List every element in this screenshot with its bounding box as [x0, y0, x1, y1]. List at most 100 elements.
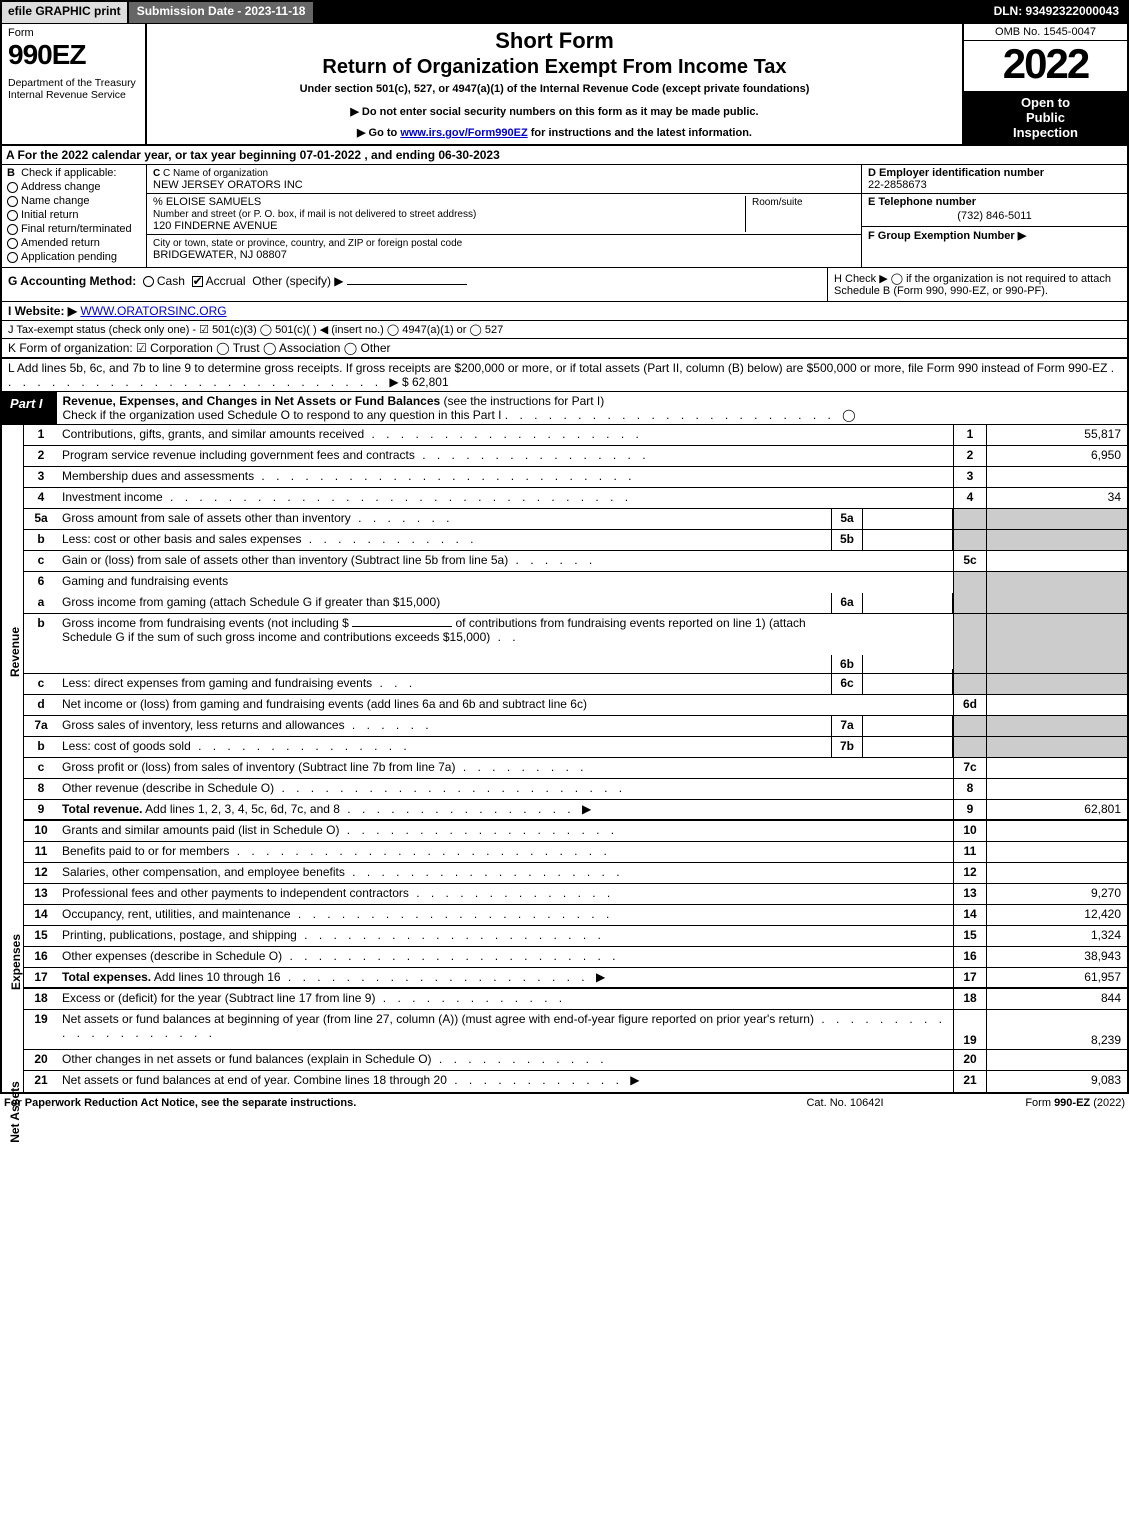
other-specify: Other (specify) ▶ [252, 274, 343, 288]
section-e: E Telephone number (732) 846-5011 [862, 194, 1127, 227]
line-15-value: 1,324 [987, 926, 1127, 946]
topbar: efile GRAPHIC print Submission Date - 20… [2, 2, 1127, 24]
line-11-value [987, 842, 1127, 862]
vlabel-expenses: Expenses [9, 934, 23, 990]
line-12-value [987, 863, 1127, 883]
chk-initial-return[interactable]: Initial return [7, 209, 141, 221]
inspect-line1: Open to [966, 95, 1125, 110]
vlabel-revenue: Revenue [8, 627, 22, 677]
line-15: 15 Printing, publications, postage, and … [24, 926, 1127, 947]
line-5b-value [863, 530, 953, 550]
line-12: 12 Salaries, other compensation, and emp… [24, 863, 1127, 884]
city-block: City or town, state or province, country… [147, 235, 861, 263]
l-amount: ▶ $ 62,801 [389, 375, 448, 389]
form-word: Form [8, 27, 139, 39]
part-i-header: Part I Revenue, Expenses, and Changes in… [2, 392, 1127, 425]
inspect-line2: Public [966, 110, 1125, 125]
line-6b: b Gross income from fundraising events (… [24, 614, 1127, 674]
chk-name-change[interactable]: Name change [7, 195, 141, 207]
line-10-value [987, 821, 1127, 841]
line-7b-value [863, 737, 953, 757]
org-name: NEW JERSEY ORATORS INC [153, 179, 303, 191]
line-19-value: 8,239 [987, 1031, 1127, 1049]
section-k-form-org: K Form of organization: ☑ Corporation ◯ … [2, 339, 1127, 359]
part-i-title: Revenue, Expenses, and Changes in Net As… [63, 394, 441, 408]
topbar-spacer [315, 2, 985, 23]
b-label: B Check if applicable: [7, 167, 141, 179]
section-l-gross-receipts: L Add lines 5b, 6c, and 7b to line 9 to … [2, 359, 1127, 392]
main-title: Return of Organization Exempt From Incom… [153, 56, 956, 79]
line-7c-value [987, 758, 1127, 778]
line-6a-value [863, 593, 953, 613]
line-7b: b Less: cost of goods sold . . . . . . .… [24, 737, 1127, 758]
chk-application-pending[interactable]: Application pending [7, 251, 141, 263]
goto-post: for instructions and the latest informat… [528, 127, 752, 139]
room-label: Room/suite [752, 197, 803, 208]
i-label: I Website: ▶ [8, 304, 77, 318]
vlabel-netassets: Net Assets [8, 1081, 22, 1143]
line-2-value: 6,950 [987, 446, 1127, 466]
care-of: % ELOISE SAMUELS [153, 196, 261, 208]
line-7c: c Gross profit or (loss) from sales of i… [24, 758, 1127, 779]
form-number: 990EZ [8, 39, 139, 71]
line-21: 21 Net assets or fund balances at end of… [24, 1071, 1127, 1092]
chk-amended-return[interactable]: Amended return [7, 237, 141, 249]
chk-final-return[interactable]: Final return/terminated [7, 223, 141, 235]
page-footer: For Paperwork Reduction Act Notice, see … [0, 1094, 1129, 1112]
line-13-value: 9,270 [987, 884, 1127, 904]
chk-cash[interactable] [143, 276, 154, 287]
line-5a: 5a Gross amount from sale of assets othe… [24, 509, 1127, 530]
goto-pre: ▶ Go to [357, 127, 400, 139]
lines-body: 1 Contributions, gifts, grants, and simi… [24, 425, 1127, 1092]
line-8: 8 Other revenue (describe in Schedule O)… [24, 779, 1127, 800]
line-2: 2 Program service revenue including gove… [24, 446, 1127, 467]
section-j-tax-status: J Tax-exempt status (check only one) - ☑… [2, 321, 1127, 339]
line-4-value: 34 [987, 488, 1127, 508]
goto-instructions: ▶ Go to www.irs.gov/Form990EZ for instru… [153, 126, 956, 139]
website-url[interactable]: WWW.ORATORSINC.ORG [80, 304, 226, 318]
line-13: 13 Professional fees and other payments … [24, 884, 1127, 905]
header-right: OMB No. 1545-0047 2022 Open to Public In… [962, 24, 1127, 144]
city-label: City or town, state or province, country… [153, 238, 462, 249]
section-c: C C Name of organization NEW JERSEY ORAT… [147, 165, 862, 267]
section-b-through-f: B Check if applicable: Address change Na… [2, 165, 1127, 268]
line-4: 4 Investment income . . . . . . . . . . … [24, 488, 1127, 509]
org-name-block: C C Name of organization NEW JERSEY ORAT… [147, 165, 861, 194]
schedo-checkbox[interactable]: ◯ [842, 408, 855, 422]
line-7a-value [863, 716, 953, 736]
line-14-value: 12,420 [987, 905, 1127, 925]
open-to-public: Open to Public Inspection [964, 91, 1127, 144]
section-d: D Employer identification number 22-2858… [862, 165, 1127, 194]
line-16-value: 38,943 [987, 947, 1127, 967]
street-label: Number and street (or P. O. box, if mail… [153, 209, 476, 220]
c-label: C Name of organization [163, 168, 268, 179]
line-14: 14 Occupancy, rent, utilities, and maint… [24, 905, 1127, 926]
row-a-tax-year: A For the 2022 calendar year, or tax yea… [2, 146, 1127, 165]
g-label: G Accounting Method: [8, 274, 136, 288]
omb-number: OMB No. 1545-0047 [964, 24, 1127, 41]
chk-address-change[interactable]: Address change [7, 181, 141, 193]
line-1: 1 Contributions, gifts, grants, and simi… [24, 425, 1127, 446]
line-6: 6 Gaming and fundraising events [24, 572, 1127, 593]
line-20: 20 Other changes in net assets or fund b… [24, 1050, 1127, 1071]
section-g-h: G Accounting Method: Cash Accrual Other … [2, 268, 1127, 302]
efile-print-label[interactable]: efile GRAPHIC print [2, 2, 129, 23]
do-not-warning: ▶ Do not enter social security numbers o… [153, 105, 956, 118]
line-21-value: 9,083 [987, 1071, 1127, 1092]
line-3-value [987, 467, 1127, 487]
part-i-desc: Revenue, Expenses, and Changes in Net As… [57, 392, 1127, 424]
line-5c: c Gain or (loss) from sale of assets oth… [24, 551, 1127, 572]
irs-link[interactable]: www.irs.gov/Form990EZ [400, 127, 527, 139]
street-address: 120 FINDERNE AVENUE [153, 220, 278, 232]
section-b: B Check if applicable: Address change Na… [2, 165, 147, 267]
d-label: D Employer identification number [868, 167, 1044, 179]
city-value: BRIDGEWATER, NJ 08807 [153, 249, 287, 261]
line-9-value: 62,801 [987, 800, 1127, 819]
line-17: 17 Total expenses. Add lines 10 through … [24, 968, 1127, 989]
line-8-value [987, 779, 1127, 799]
chk-accrual[interactable] [192, 276, 203, 287]
short-form-title: Short Form [153, 28, 956, 54]
submission-date: Submission Date - 2023-11-18 [129, 2, 316, 23]
part-i-suffix: (see the instructions for Part I) [440, 394, 604, 408]
section-d-e-f: D Employer identification number 22-2858… [862, 165, 1127, 267]
